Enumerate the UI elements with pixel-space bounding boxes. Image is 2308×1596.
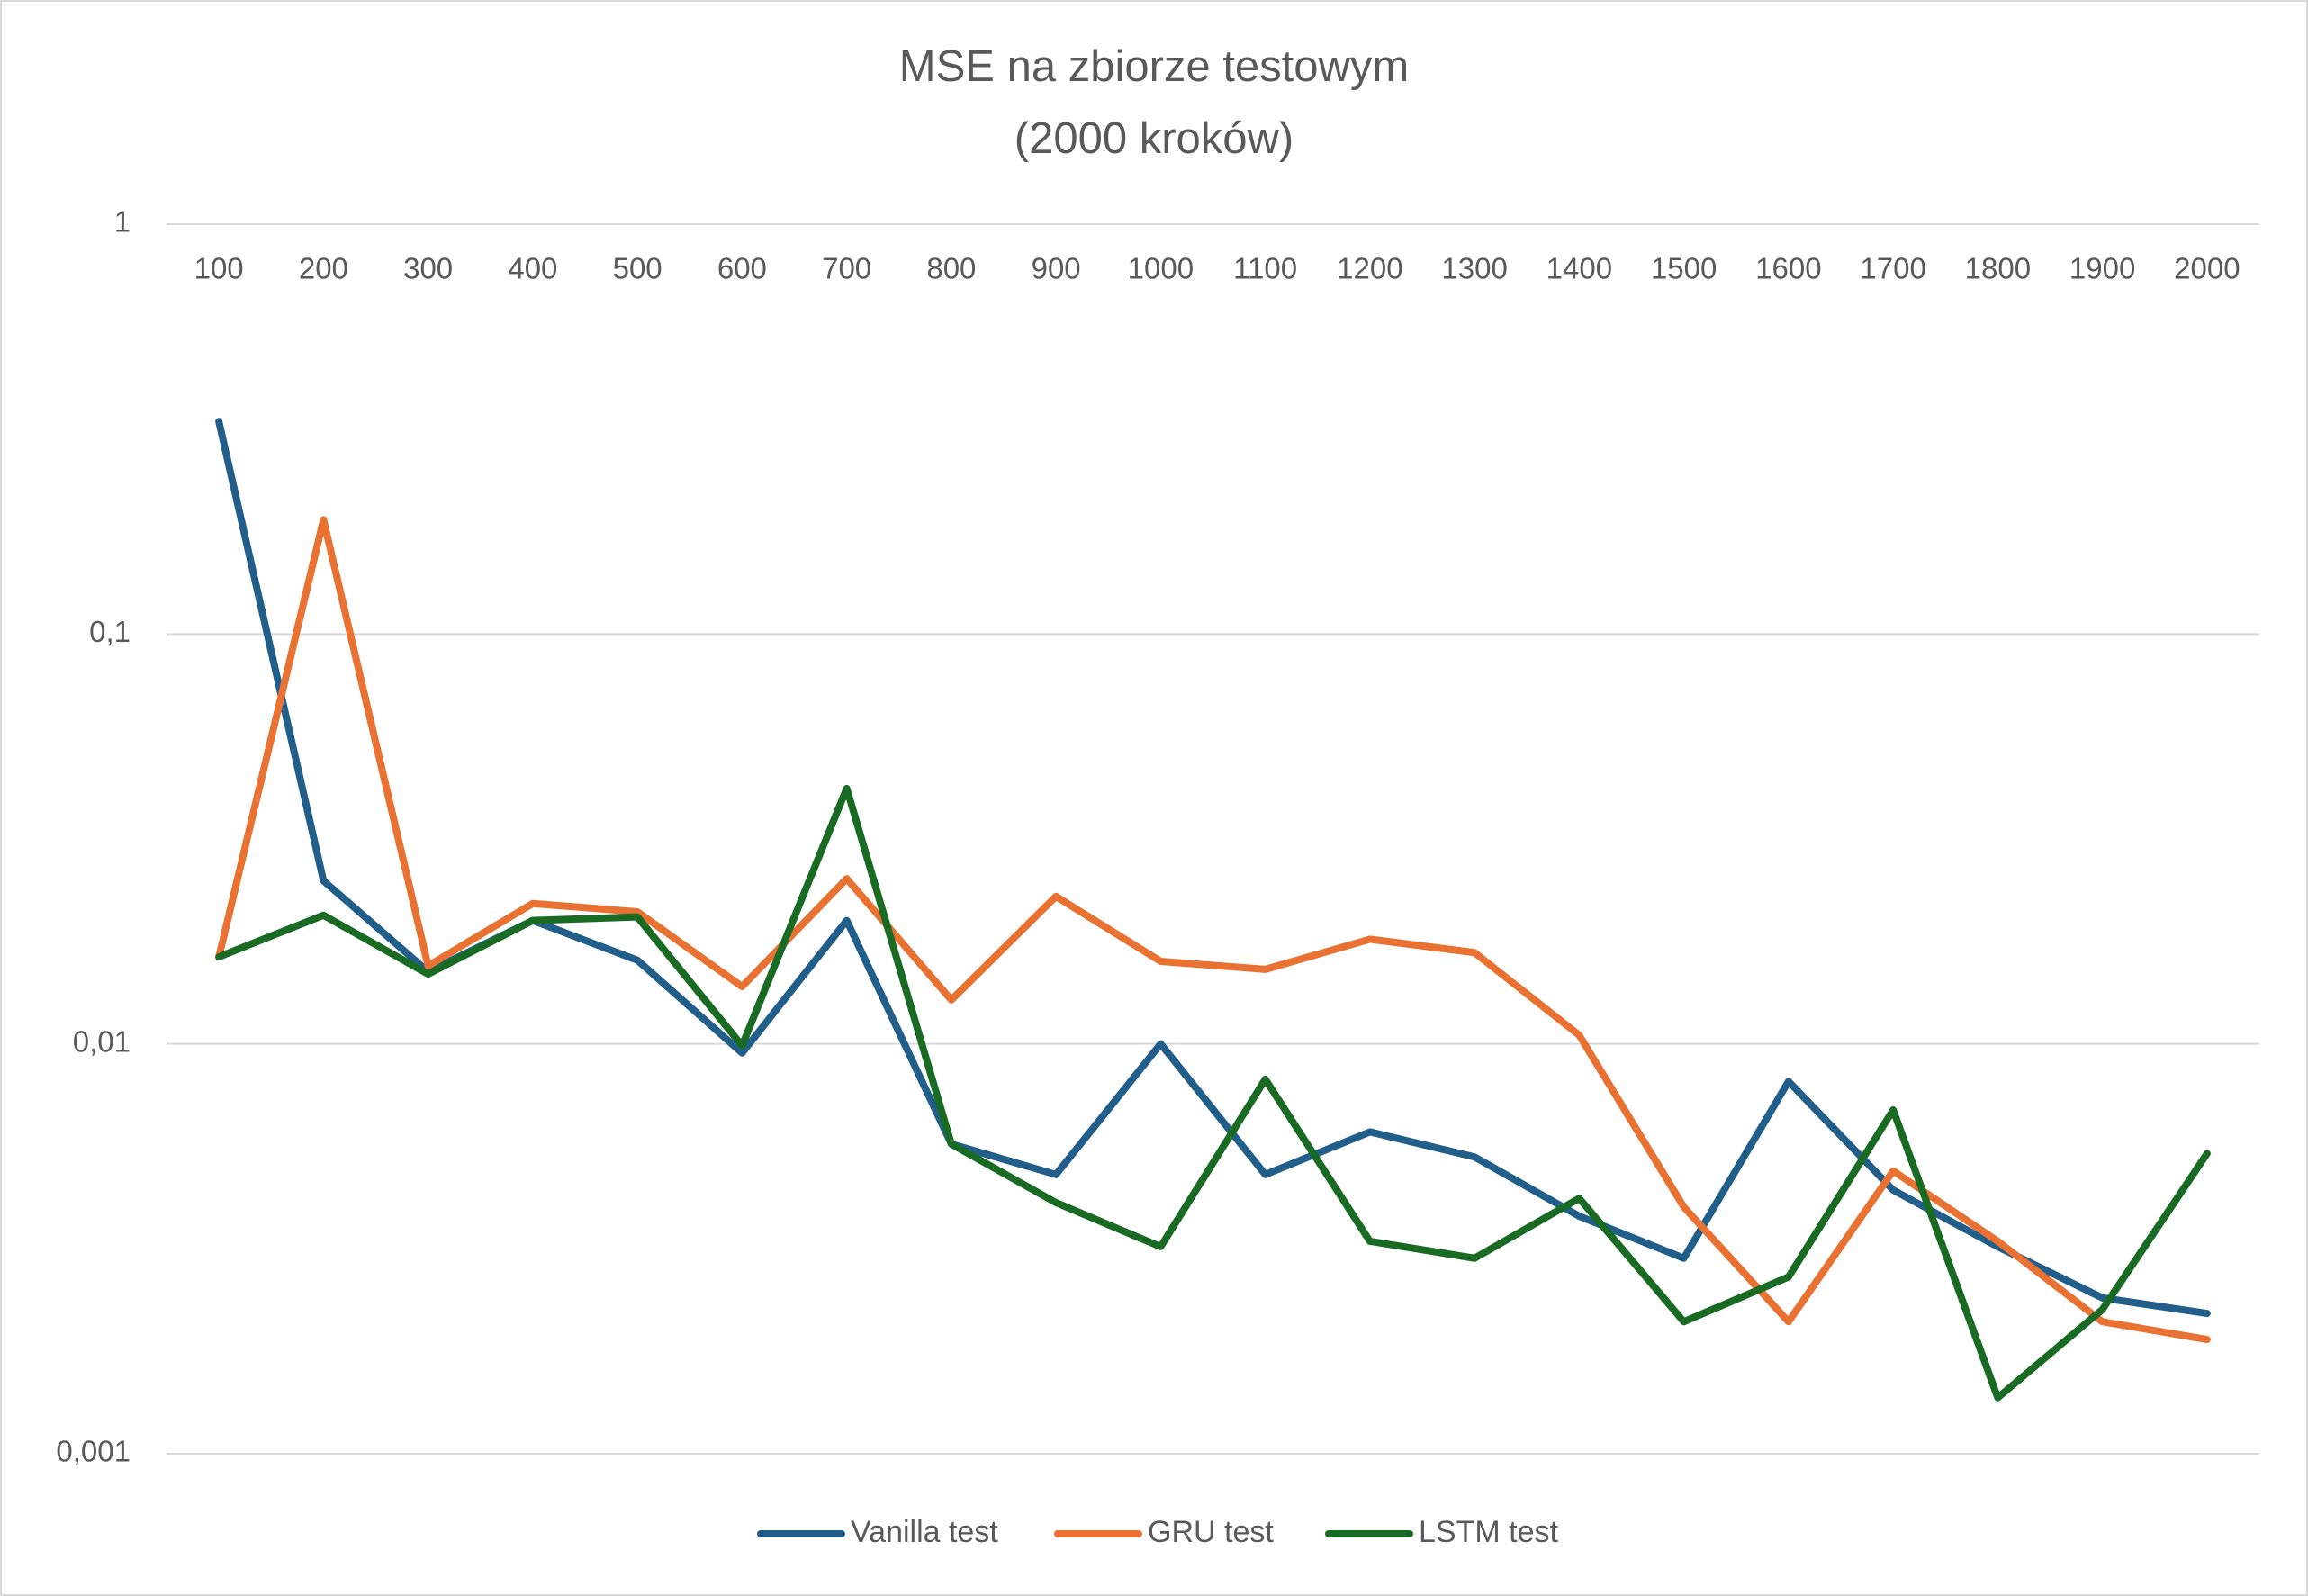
y-tick-label: 0,001 bbox=[56, 1435, 131, 1468]
y-tick-label: 0,01 bbox=[73, 1024, 131, 1058]
x-tick-label: 1300 bbox=[1441, 252, 1507, 285]
x-tick-label: 1700 bbox=[1860, 252, 1925, 285]
x-tick-label: 1500 bbox=[1651, 252, 1717, 285]
x-tick-label: 700 bbox=[822, 252, 871, 285]
chart-title: MSE na zbiorze testowym bbox=[899, 42, 1409, 91]
x-tick-label: 600 bbox=[717, 252, 767, 285]
x-tick-label: 1000 bbox=[1128, 252, 1194, 285]
x-tick-label: 100 bbox=[194, 252, 244, 285]
x-tick-label: 300 bbox=[403, 252, 453, 285]
x-tick-label: 1900 bbox=[2069, 252, 2135, 285]
series-line bbox=[215, 516, 2211, 1344]
x-tick-label: 200 bbox=[299, 252, 348, 285]
series-line bbox=[215, 418, 2211, 1318]
x-tick-label: 1200 bbox=[1337, 252, 1402, 285]
x-tick-label: 500 bbox=[613, 252, 663, 285]
x-tick-label: 800 bbox=[926, 252, 976, 285]
x-tick-label: 400 bbox=[508, 252, 557, 285]
legend-label: Vanilla test bbox=[851, 1515, 998, 1549]
x-tick-label: 1800 bbox=[1965, 252, 2031, 285]
x-tick-label: 1600 bbox=[1755, 252, 1821, 285]
chart-title: (2000 kroków) bbox=[1014, 114, 1294, 163]
x-tick-label: 1400 bbox=[1546, 252, 1612, 285]
x-tick-label: 900 bbox=[1032, 252, 1081, 285]
legend-label: GRU test bbox=[1148, 1515, 1274, 1549]
y-tick-label: 1 bbox=[114, 205, 131, 239]
legend-label: LSTM test bbox=[1419, 1515, 1558, 1549]
series-line bbox=[215, 784, 2211, 1402]
y-tick-label: 0,1 bbox=[89, 615, 131, 648]
x-tick-label: 1100 bbox=[1233, 252, 1297, 285]
x-tick-label: 2000 bbox=[2174, 252, 2240, 285]
